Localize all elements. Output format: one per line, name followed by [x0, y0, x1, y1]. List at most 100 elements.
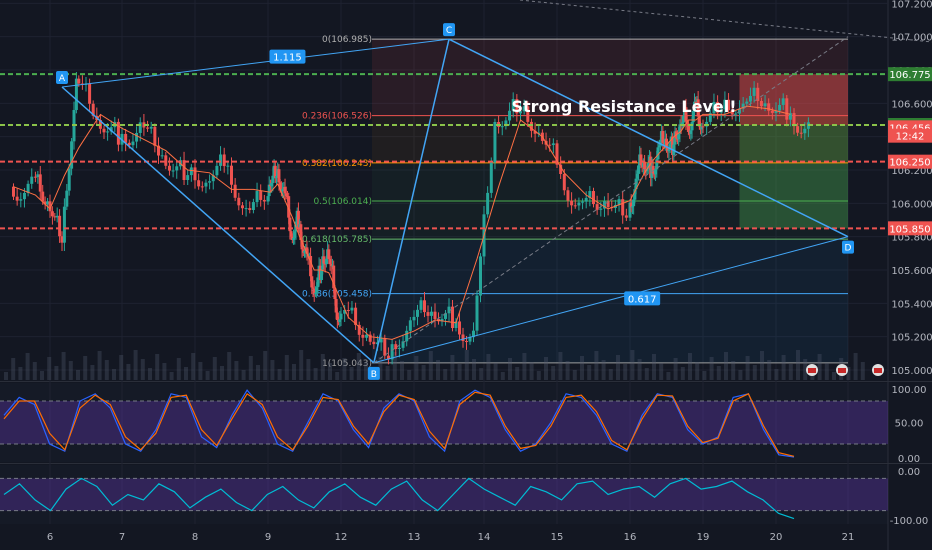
moving-average-line: [13, 105, 791, 340]
pattern-point-badge[interactable]: [56, 71, 68, 84]
pattern-point-badge[interactable]: [842, 240, 854, 254]
volume-bar: [184, 367, 188, 380]
time-tick-label: 12: [335, 532, 348, 543]
ratio-badge[interactable]: [624, 291, 661, 306]
candle-body: [629, 202, 633, 208]
volume-bar: [860, 362, 865, 380]
candle-body: [277, 169, 281, 183]
candle-body: [519, 111, 522, 114]
candle-body: [324, 258, 328, 265]
candle-body: [592, 191, 595, 205]
volume-bar: [493, 363, 498, 380]
williams-tick-label: 0.00: [898, 467, 920, 478]
candle-body: [328, 258, 332, 265]
candle-body: [376, 342, 379, 345]
candle-body: [164, 155, 168, 166]
candle-body: [12, 186, 15, 197]
candle-body: [533, 130, 537, 134]
price-tick-label: 107.000: [891, 33, 932, 44]
volume-bar: [731, 361, 736, 380]
candle-body: [200, 186, 204, 188]
volume-bar: [277, 369, 282, 380]
candle-body: [716, 101, 720, 113]
candle-body: [401, 341, 405, 348]
candle-body: [365, 334, 369, 338]
candle-body: [785, 98, 789, 120]
candle-body: [138, 122, 142, 133]
volume-bar: [220, 366, 224, 380]
volume-bar: [673, 358, 678, 380]
candle-body: [741, 103, 745, 109]
volume-bar: [83, 356, 88, 380]
candle-body: [88, 83, 92, 104]
price-marker-label: 105.850: [889, 224, 930, 235]
candle-body: [694, 101, 698, 103]
time-tick-label: 20: [770, 532, 783, 543]
pattern-line-BC[interactable]: [373, 38, 450, 364]
candle-body: [500, 126, 504, 128]
pattern-point-badge[interactable]: [443, 23, 455, 37]
candle-body: [275, 176, 279, 178]
pattern-line-BD[interactable]: [373, 236, 849, 364]
candle-body: [433, 311, 437, 320]
candle-body: [637, 165, 641, 174]
candle-body: [440, 318, 444, 322]
candle-body: [53, 216, 57, 218]
candle-body: [182, 160, 186, 180]
time-tick-label: 21: [842, 532, 855, 543]
candle-body: [624, 215, 628, 218]
candle-body: [273, 165, 277, 178]
price-tick-label: 107.200: [891, 0, 932, 10]
event-flag-icon: [874, 368, 882, 373]
candle-body: [562, 174, 566, 191]
williams-band: [0, 478, 888, 511]
candle-body: [281, 189, 285, 192]
volume-bar: [248, 356, 253, 380]
volume-bar: [18, 367, 23, 380]
volume-bar: [443, 369, 448, 380]
candle-body: [799, 132, 803, 134]
candle-body: [36, 174, 40, 178]
price-tick-label: 105.800: [891, 233, 932, 244]
candle-body: [67, 168, 71, 191]
candle-body: [651, 165, 655, 174]
candle-body: [588, 191, 592, 198]
candle-body: [74, 78, 78, 110]
candle-body: [186, 175, 190, 180]
candle-body: [617, 199, 621, 205]
volume-bar: [212, 357, 217, 380]
volume-bar: [119, 355, 124, 380]
candle-body: [632, 199, 636, 207]
candle-body: [656, 147, 660, 160]
candle-body: [149, 126, 153, 129]
ratio-badge[interactable]: [269, 49, 306, 64]
volume-bar: [666, 372, 671, 380]
candle-body: [515, 99, 519, 114]
pattern-line-AC[interactable]: [61, 38, 450, 88]
price-marker-label: 12:42: [896, 132, 925, 143]
candle-body: [551, 143, 555, 146]
candle-body: [142, 122, 146, 128]
volume-bar: [263, 351, 268, 380]
pattern-point-badge[interactable]: [367, 366, 380, 380]
volume-bar: [11, 358, 16, 380]
candle-body: [43, 201, 47, 205]
candle-body: [339, 313, 343, 320]
candle-body: [219, 154, 223, 166]
candle-body: [639, 154, 643, 165]
candle-body: [458, 321, 461, 335]
volume-bar: [407, 370, 412, 380]
candle-body: [296, 210, 300, 228]
fib-level-label: 0.618(105.785): [302, 235, 372, 245]
pattern-line-CD[interactable]: [448, 38, 849, 238]
candle-body: [91, 103, 95, 116]
candle-body: [357, 324, 361, 335]
pattern-line-AB[interactable]: [61, 86, 375, 364]
williams-tick-label: -100.00: [890, 516, 929, 527]
volume-bar: [320, 354, 325, 380]
candle-body: [700, 126, 704, 130]
candle-body: [486, 192, 490, 215]
volume-bar: [292, 364, 296, 380]
